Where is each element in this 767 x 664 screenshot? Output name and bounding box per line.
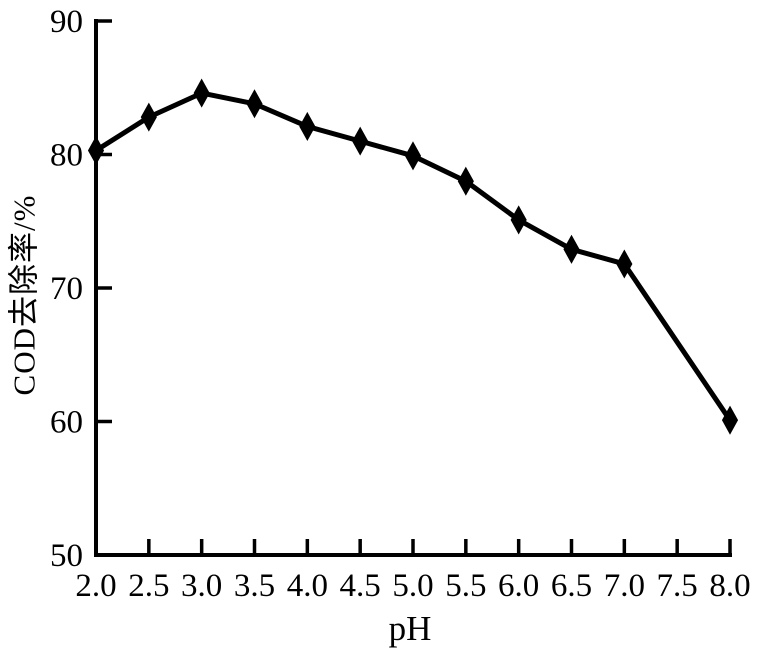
x-tick-label: 2.5 xyxy=(128,568,169,604)
x-tick-label: 3.5 xyxy=(234,568,275,604)
y-tick-label: 50 xyxy=(50,538,83,574)
y-tick-label: 80 xyxy=(50,138,83,174)
x-tick-label: 4.5 xyxy=(340,568,381,604)
x-tick-label: 5.0 xyxy=(392,568,433,604)
x-tick-label: 3.0 xyxy=(181,568,222,604)
x-axis-title: pH xyxy=(388,609,432,648)
data-point-marker xyxy=(299,111,316,141)
x-tick-label: 8.0 xyxy=(709,568,750,604)
data-point-marker xyxy=(510,205,527,235)
data-point-marker xyxy=(616,249,633,279)
y-axis-title: COD去除率/% xyxy=(6,194,42,396)
x-tick-label: 6.5 xyxy=(551,568,592,604)
data-point-marker xyxy=(352,126,369,156)
x-tick-label: 7.5 xyxy=(657,568,698,604)
data-point-marker xyxy=(140,102,157,132)
data-series-line xyxy=(94,90,733,422)
data-point-marker xyxy=(193,78,210,108)
data-point-marker xyxy=(246,89,263,119)
x-tick-label: 2.0 xyxy=(75,568,116,604)
y-tick-label: 70 xyxy=(50,271,83,307)
data-point-marker xyxy=(404,141,422,171)
y-tick-label: 90 xyxy=(50,4,83,40)
data-point-marker xyxy=(457,166,474,196)
x-tick-label: 5.5 xyxy=(445,568,486,604)
x-tick-label: 7.0 xyxy=(604,568,645,604)
x-tick-label: 4.0 xyxy=(287,568,328,604)
data-point-marker xyxy=(87,135,105,166)
data-point-marker xyxy=(721,405,739,435)
x-tick-label: 6.0 xyxy=(498,568,539,604)
data-point-marker xyxy=(563,234,580,264)
y-tick-label: 60 xyxy=(50,405,83,441)
